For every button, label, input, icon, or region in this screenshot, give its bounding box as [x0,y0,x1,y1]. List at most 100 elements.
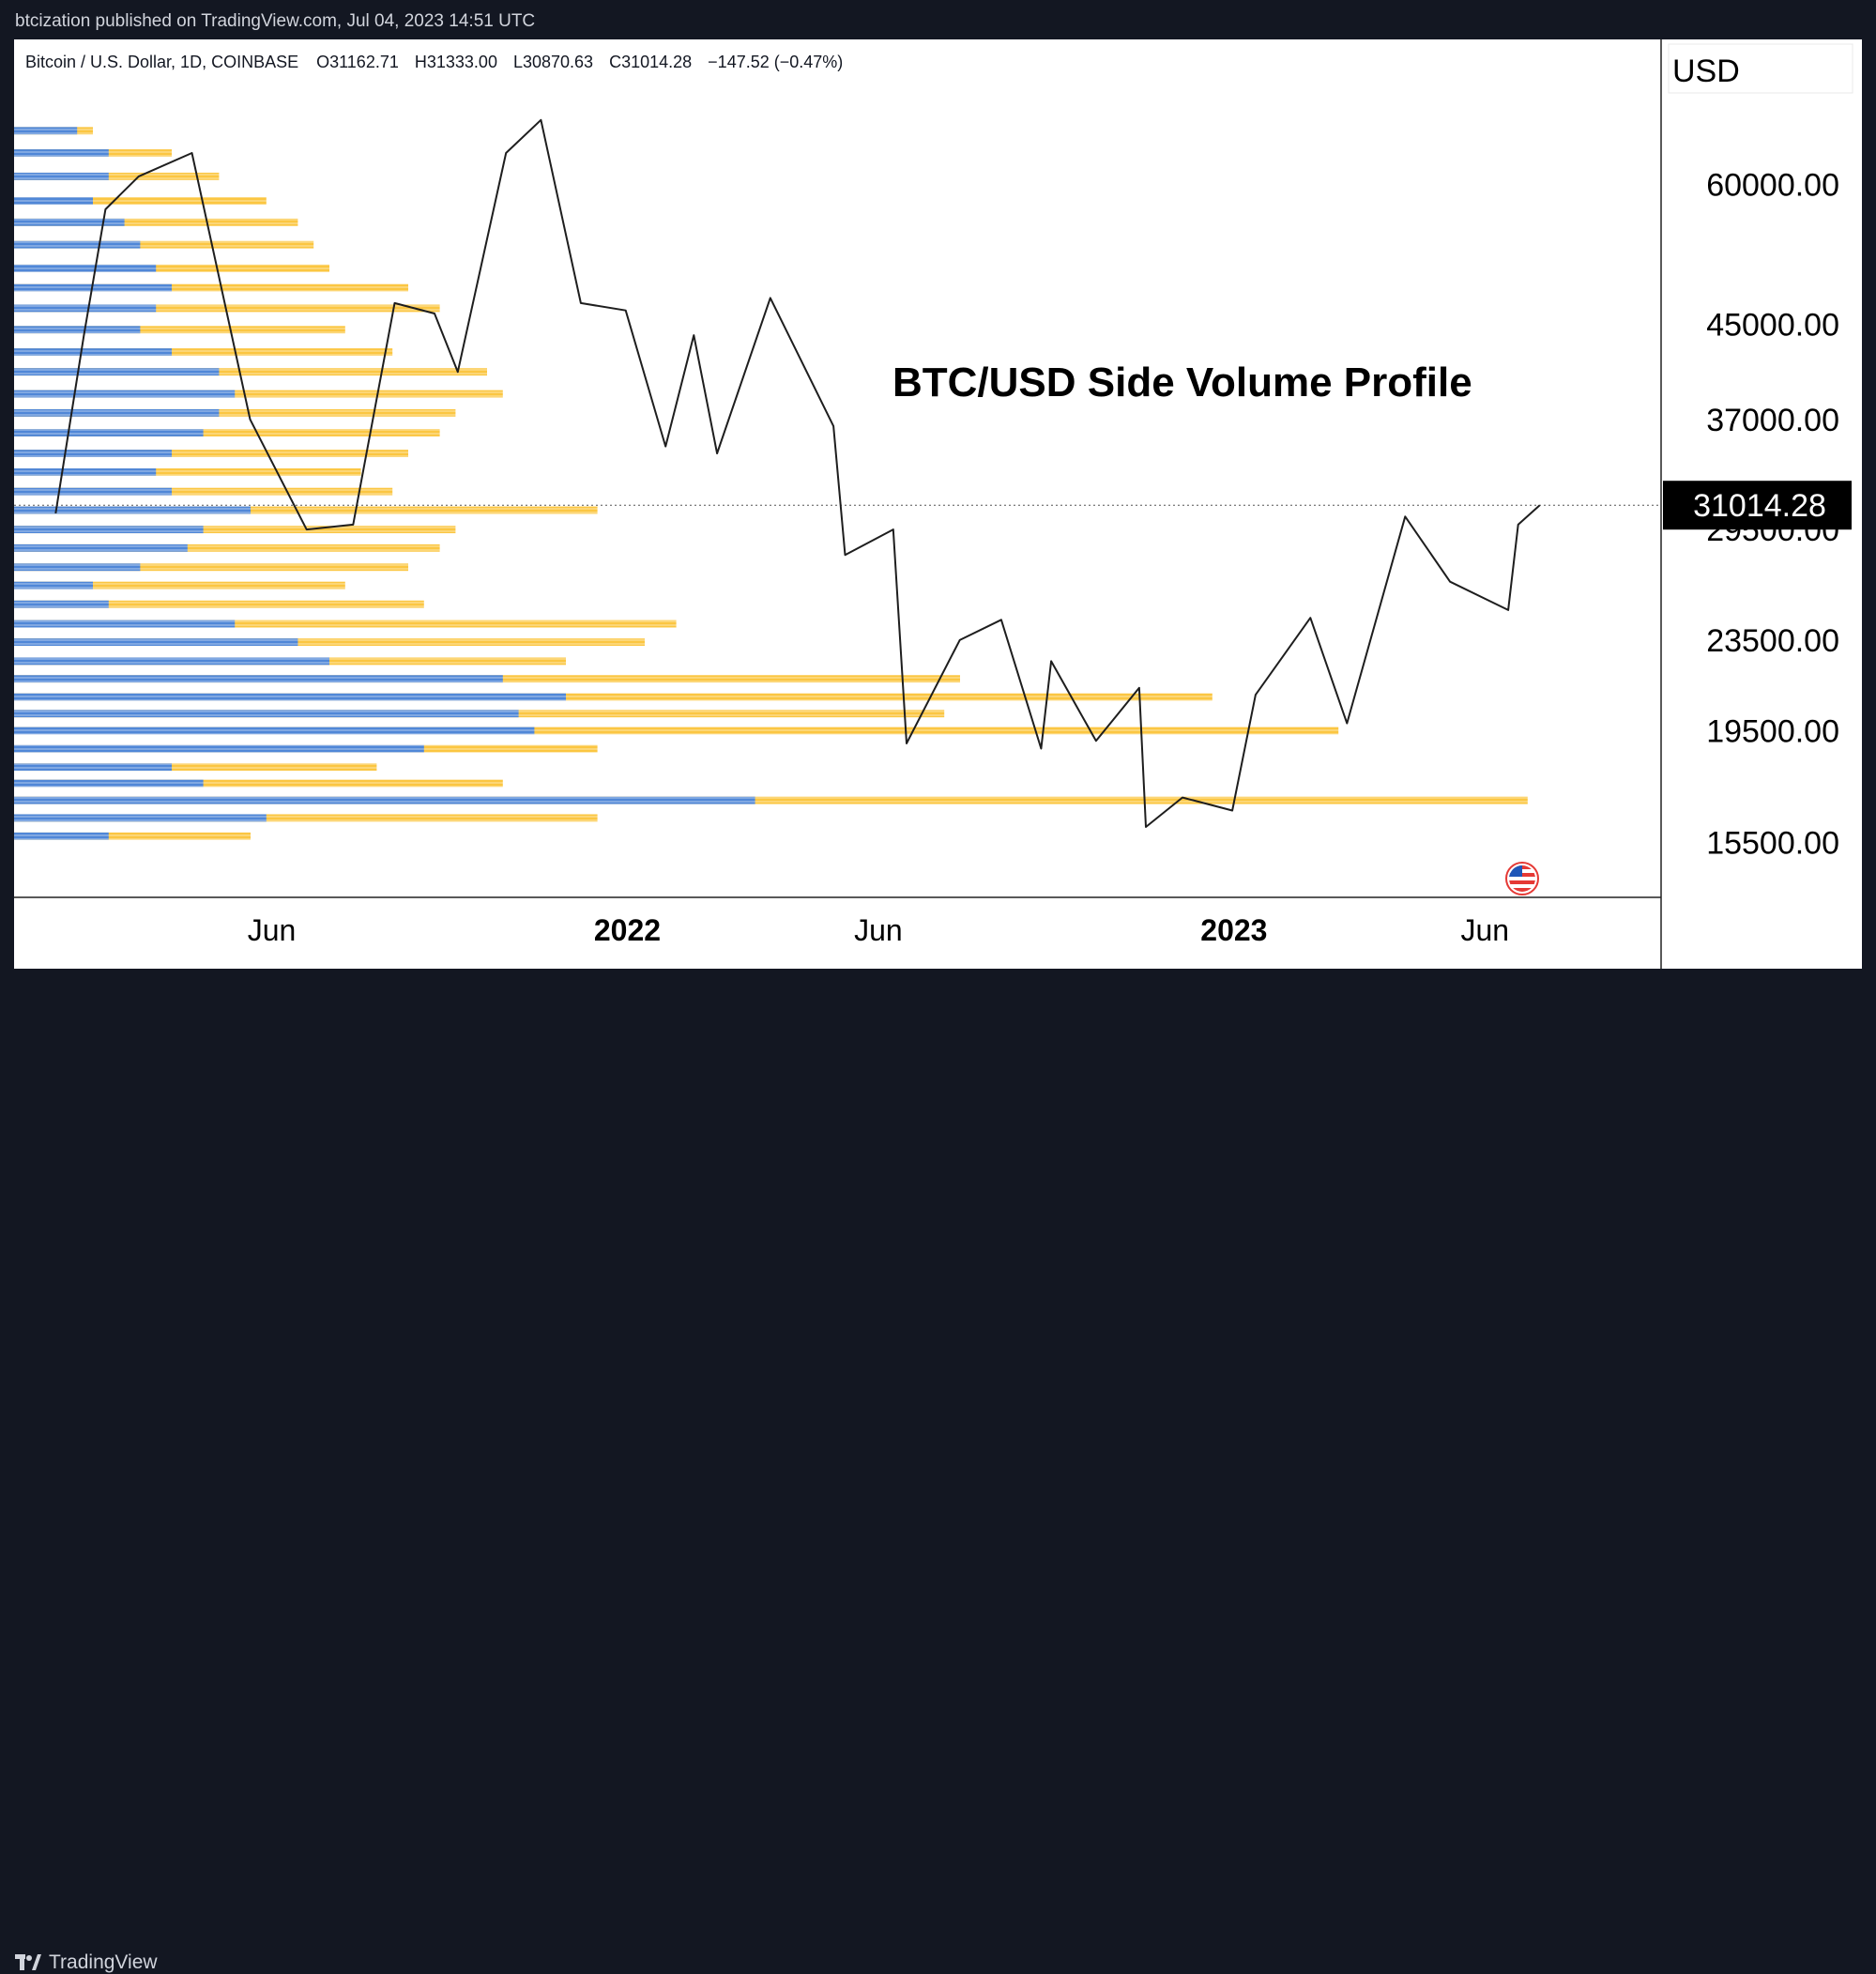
price-tick-label: 23500.00 [1706,623,1839,659]
price-tick-label: 19500.00 [1706,714,1839,750]
volume-profile-row-down [14,172,109,180]
price-series-line [54,118,1541,828]
volume-profile-row-total [14,429,440,436]
volume-profile-row-down [14,563,141,572]
volume-profile-row-down [14,368,220,376]
volume-profile-row-total [14,172,220,180]
volume-profile-row-down [14,543,188,552]
tradingview-brand: TradingView [49,1951,158,1973]
volume-profile-row-total [14,326,345,334]
tradingview-logo-icon [15,1954,41,1970]
price-axis[interactable]: 60000.0045000.0037000.0029500.0023500.00… [1706,167,1839,861]
volume-profile-row-down [14,304,157,313]
publisher-line: btcization published on TradingView.com,… [15,11,536,31]
last-price-label: 31014.28 [1693,488,1826,524]
volume-profile-row-total [14,814,598,822]
volume-profile-row-down [14,581,93,589]
footer: TradingView [0,969,1876,1973]
volume-profile-row-total [14,368,487,376]
volume-profile-row-total [14,600,424,608]
volume-profile-row-down [14,727,535,735]
volume-profile-row-down [14,638,298,647]
price-tick-label: 15500.00 [1706,825,1839,861]
time-axis[interactable]: Jun 2022 Jun 2023 Jun [248,913,1509,947]
volume-profile-row-total [14,620,677,628]
volume-profile-row-total [14,638,645,647]
volume-profile-row-down [14,657,329,666]
volume-profile-row-down [14,796,755,804]
volume-profile-row-down [14,429,204,436]
ohlc-high: H31333.00 [415,53,497,71]
volume-profile-row-total [14,283,408,292]
volume-profile-row-total [14,468,361,476]
volume-profile-row-down [14,620,236,628]
volume-profile-row-down [14,600,109,608]
volume-profile-row-down [14,390,236,398]
volume-profile-row-total [14,832,251,840]
volume-profile-row-total [14,727,1339,735]
volume-profile-row-total [14,563,408,572]
svg-text:Bitcoin / U.S. Dollar, 1D, COI: Bitcoin / U.S. Dollar, 1D, COINBASE O311… [25,53,843,71]
volume-profile-row-down [14,832,109,840]
volume-profile-row-total [14,506,598,514]
symbol-legend[interactable]: Bitcoin / U.S. Dollar, 1D, COINBASE O311… [25,53,843,71]
volume-profile-row-total [14,487,393,496]
chart-panel[interactable]: Bitcoin / U.S. Dollar, 1D, COINBASE O311… [14,39,1862,969]
ohlc-low: L30870.63 [513,53,593,71]
chart-title: BTC/USD Side Volume Profile [892,360,1472,406]
volume-profile-row-total [14,779,503,788]
volume-profile-row-down [14,526,204,534]
volume-profile-row-down [14,408,220,417]
price-chart[interactable]: Bitcoin / U.S. Dollar, 1D, COINBASE O311… [14,39,1862,969]
volume-profile-row-down [14,506,251,514]
time-tick-label: Jun [1460,913,1509,947]
time-tick-label: 2023 [1200,913,1267,947]
time-tick-label: 2022 [594,913,661,947]
volume-profile-row-total [14,348,393,356]
time-tick-label: Jun [248,913,297,947]
price-tick-label: 60000.00 [1706,167,1839,203]
volume-profile-row-total [14,796,1528,804]
volume-profile-row-total [14,218,298,226]
volume-profile-row-down [14,693,566,701]
volume-profile [14,95,1591,874]
volume-profile-row-down [14,710,519,718]
volume-profile-row-total [14,390,503,398]
ohlc-close: C31014.28 [609,53,692,71]
price-tick-label: 37000.00 [1706,403,1839,438]
volume-profile-row-down [14,468,157,476]
volume-profile-row-total [14,543,440,552]
volume-profile-row-down [14,487,172,496]
volume-profile-row-down [14,149,109,157]
publisher-header: btcization published on TradingView.com,… [0,0,1876,39]
price-tick-label: 45000.00 [1706,307,1839,343]
volume-profile-row-down [14,675,503,683]
volume-profile-row-down [14,240,141,249]
volume-profile-row-total [14,581,345,589]
volume-profile-row-total [14,240,314,249]
volume-profile-row-total [14,450,408,457]
volume-profile-row-down [14,348,172,356]
currency-label[interactable]: USD [1672,54,1740,89]
ohlc-change: −147.52 (−0.47%) [708,53,843,71]
volume-profile-row-down [14,218,125,226]
volume-profile-row-down [14,779,204,788]
us-flag-icon[interactable] [1505,862,1539,895]
volume-profile-row-down [14,127,78,135]
volume-profile-row-total [14,526,456,534]
volume-profile-row-down [14,763,172,772]
volume-profile-row-down [14,814,267,822]
time-tick-label: Jun [854,913,903,947]
currency-box[interactable] [1668,43,1853,94]
volume-profile-row-down [14,450,172,457]
ohlc-open: O31162.71 [316,53,399,71]
volume-profile-row-total [14,408,456,417]
volume-profile-row-total [14,304,440,313]
symbol-name: Bitcoin / U.S. Dollar, 1D, COINBASE [25,53,298,71]
last-price-badge [1663,481,1852,530]
volume-profile-row-down [14,744,424,753]
tradingview-logo[interactable]: TradingView [15,1951,158,1974]
volume-profile-row-total [14,763,377,772]
volume-profile-row-total [14,693,1213,701]
volume-profile-row-down [14,326,141,334]
